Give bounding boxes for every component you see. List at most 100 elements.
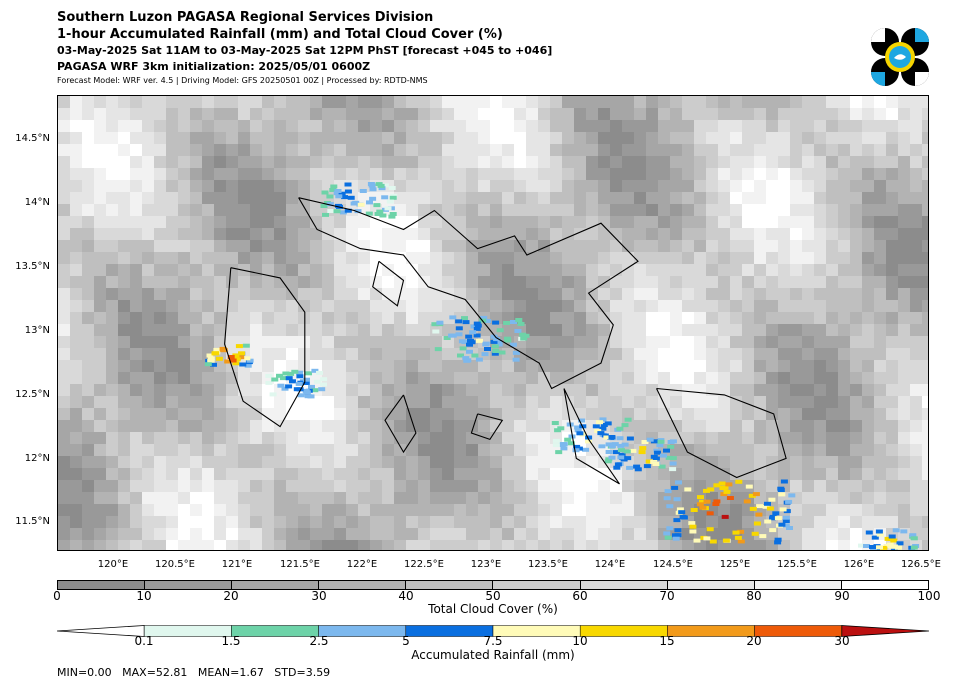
cloud-colorbar-segment [406, 581, 494, 589]
cloud-cell [454, 492, 466, 504]
rain-cell [492, 320, 500, 325]
cloud-cell [814, 432, 826, 444]
cloud-cell [526, 456, 538, 468]
rain-cell [751, 531, 759, 536]
cloud-cell [694, 312, 706, 324]
rain-cell [269, 392, 277, 397]
cloud-cell [562, 156, 574, 168]
cloud-cell [202, 456, 214, 468]
cloud-cell [478, 408, 490, 420]
cloud-cell [382, 540, 394, 550]
cloud-cell [430, 444, 442, 456]
cloud-cell [886, 444, 898, 456]
cloud-cell [190, 300, 202, 312]
rain-cell [599, 417, 607, 422]
rain-cell [613, 465, 621, 470]
cloud-cell [778, 132, 790, 144]
cloud-cell [610, 120, 622, 132]
cloud-cell [382, 360, 394, 372]
cloud-cell [286, 108, 298, 120]
cloud-cell [730, 360, 742, 372]
cloud-cell [466, 396, 478, 408]
map-canvas [58, 96, 928, 550]
cloud-cell [874, 120, 886, 132]
cloud-cell [514, 120, 526, 132]
cloud-cell [370, 252, 382, 264]
cloud-cell [502, 288, 514, 300]
cloud-cell [670, 120, 682, 132]
cloud-cell [166, 480, 178, 492]
cloud-cell [154, 504, 166, 516]
cloud-cell [346, 216, 358, 228]
cloud-cell [802, 384, 814, 396]
cloud-cell [178, 180, 190, 192]
cloud-cell [334, 480, 346, 492]
cloud-cell [130, 132, 142, 144]
cloud-cell [490, 420, 502, 432]
cloud-cell [586, 144, 598, 156]
cloud-cell [322, 384, 334, 396]
cloud-cell [94, 180, 106, 192]
cloud-cell [766, 360, 778, 372]
cloud-cell [454, 384, 466, 396]
cloud-cell [754, 216, 766, 228]
cloud-cell [910, 96, 922, 108]
cloud-cell [742, 216, 754, 228]
cloud-cell [262, 300, 274, 312]
cloud-cell [610, 108, 622, 120]
cloud-cell [298, 528, 310, 540]
cloud-cell [634, 312, 646, 324]
cloud-cell [178, 288, 190, 300]
cloud-cell [454, 156, 466, 168]
cloud-cell [610, 468, 622, 480]
cloud-cell [598, 300, 610, 312]
cloud-cell [838, 480, 850, 492]
cloud-cell [94, 132, 106, 144]
cloud-cell [334, 540, 346, 550]
cloud-cell [106, 492, 118, 504]
cloud-cell [322, 396, 334, 408]
cloud-cell [358, 528, 370, 540]
cloud-cell [382, 96, 394, 108]
cloud-cell [406, 468, 418, 480]
cloud-cell [334, 468, 346, 480]
cloud-cell [670, 396, 682, 408]
cloud-cell [562, 324, 574, 336]
cloud-cell [850, 120, 862, 132]
cloud-cell [610, 300, 622, 312]
cloud-cell [538, 168, 550, 180]
cloud-cell [766, 276, 778, 288]
cloud-cell [166, 216, 178, 228]
cloud-cell [106, 504, 118, 516]
rain-cell [381, 183, 389, 188]
cloud-cell [322, 288, 334, 300]
cloud-cell [178, 240, 190, 252]
cloud-cell [850, 276, 862, 288]
cloud-cell [562, 480, 574, 492]
cloud-cell [922, 288, 928, 300]
rain-cell [466, 349, 473, 354]
lon-tick: 122.5°E [404, 559, 444, 570]
cloud-cell [838, 228, 850, 240]
cloud-cell [874, 420, 886, 432]
cloud-cell [718, 300, 730, 312]
rain-cell [443, 336, 451, 340]
cloud-colorbar-segment [319, 581, 407, 589]
cloud-cell [754, 408, 766, 420]
cloud-cell [742, 240, 754, 252]
cloud-cell [802, 348, 814, 360]
cloud-cell [454, 108, 466, 120]
rain-cell [778, 522, 786, 527]
cloud-cell [886, 156, 898, 168]
cloud-cell [718, 264, 730, 276]
cloud-cell [166, 144, 178, 156]
cloud-cell [358, 360, 370, 372]
cloud-cell [262, 288, 274, 300]
cloud-cell [658, 96, 670, 108]
cloud-cell [142, 276, 154, 288]
rain-cell [672, 536, 680, 541]
rain-cell [650, 454, 658, 459]
rain-cell [707, 487, 715, 492]
cloud-cell [586, 444, 598, 456]
cloud-cell [214, 240, 226, 252]
